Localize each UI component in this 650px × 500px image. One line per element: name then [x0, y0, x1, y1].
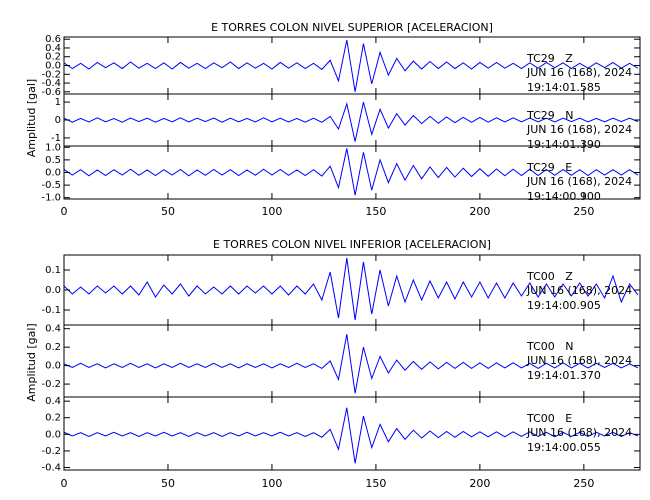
y-tick-label: 0.4: [45, 324, 61, 335]
x-tick-label: 200: [469, 477, 490, 490]
date-label: JUN 16 (168), 2024: [526, 123, 632, 136]
y-tick-label: 0.6: [45, 34, 61, 45]
y-tick-label: -0.2: [41, 379, 61, 390]
chart-title: E TORRES COLON NIVEL SUPERIOR [ACELERACI…: [211, 21, 493, 34]
station-label: TC29 Z: [526, 52, 573, 65]
date-label: JUN 16 (168), 2024: [526, 426, 632, 439]
x-tick-label: 100: [261, 477, 282, 490]
y-tick-label: -0.4: [41, 78, 61, 89]
chart-title: E TORRES COLON NIVEL INFERIOR [ACELERACI…: [213, 238, 491, 251]
waveform: [63, 257, 639, 321]
time-label: 19:14:00.055: [527, 441, 601, 454]
y-tick-label: -1: [51, 133, 61, 144]
y-tick-label: 0.0: [45, 61, 61, 72]
x-tick-label: 200: [469, 205, 490, 218]
y-tick-label: -0.5: [41, 180, 61, 191]
y-tick-label: 0: [55, 115, 61, 126]
y-tick-label: 0.4: [45, 396, 61, 407]
station-label: TC00 N: [526, 340, 573, 353]
y-axis-label: Amplitud [gal]: [25, 323, 38, 401]
station-label: TC00 E: [526, 412, 572, 425]
y-tick-label: 0.0: [45, 429, 61, 440]
waveform: [63, 334, 639, 394]
y-tick-label: -0.4: [41, 463, 61, 474]
y-tick-label: -0.2: [41, 446, 61, 457]
waveform: [63, 407, 639, 464]
y-tick-label: -0.6: [41, 87, 61, 98]
time-label: 19:14:00.905: [527, 299, 601, 312]
time-label: 19:14:01.390: [527, 138, 601, 151]
station-label: TC29 E: [526, 161, 572, 174]
station-label: TC00 Z: [526, 270, 573, 283]
x-tick-label: 100: [261, 205, 282, 218]
x-tick-label: 0: [61, 205, 68, 218]
x-tick-label: 50: [161, 477, 175, 490]
time-label: 19:14:00.900: [527, 190, 601, 203]
y-axis-label: Amplitud [gal]: [25, 79, 38, 157]
y-tick-label: -0.1: [41, 305, 61, 316]
y-tick-label: 0.2: [45, 52, 61, 63]
x-tick-label: 0: [61, 477, 68, 490]
waveform: [63, 39, 639, 92]
x-tick-label: 150: [365, 205, 386, 218]
panel-frame: [63, 396, 641, 471]
y-tick-label: 0.0: [45, 285, 61, 296]
waveform: [63, 101, 639, 142]
date-label: JUN 16 (168), 2024: [526, 175, 632, 188]
x-tick-label: 150: [365, 477, 386, 490]
y-tick-label: -1.0: [41, 193, 61, 204]
x-tick-label: 250: [573, 477, 594, 490]
time-label: 19:14:01.585: [527, 81, 601, 94]
y-tick-label: 0.2: [45, 342, 61, 353]
time-label: 19:14:01.370: [527, 369, 601, 382]
y-tick-label: 0.1: [45, 265, 61, 276]
y-tick-label: -0.2: [41, 69, 61, 80]
x-tick-label: 50: [161, 205, 175, 218]
station-label: TC29 N: [526, 109, 573, 122]
y-tick-label: 0.4: [45, 43, 61, 54]
y-tick-label: 0.5: [45, 155, 61, 166]
y-tick-label: 0.0: [45, 168, 61, 179]
x-tick-label: 250: [573, 205, 594, 218]
y-tick-label: 0.2: [45, 413, 61, 424]
y-tick-label: 1: [55, 97, 61, 108]
y-tick-label: 0.0: [45, 361, 61, 372]
date-label: JUN 16 (168), 2024: [526, 66, 632, 79]
date-label: JUN 16 (168), 2024: [526, 354, 632, 367]
waveform: [63, 148, 639, 196]
date-label: JUN 16 (168), 2024: [526, 284, 632, 297]
y-tick-label: 1.0: [45, 142, 61, 153]
